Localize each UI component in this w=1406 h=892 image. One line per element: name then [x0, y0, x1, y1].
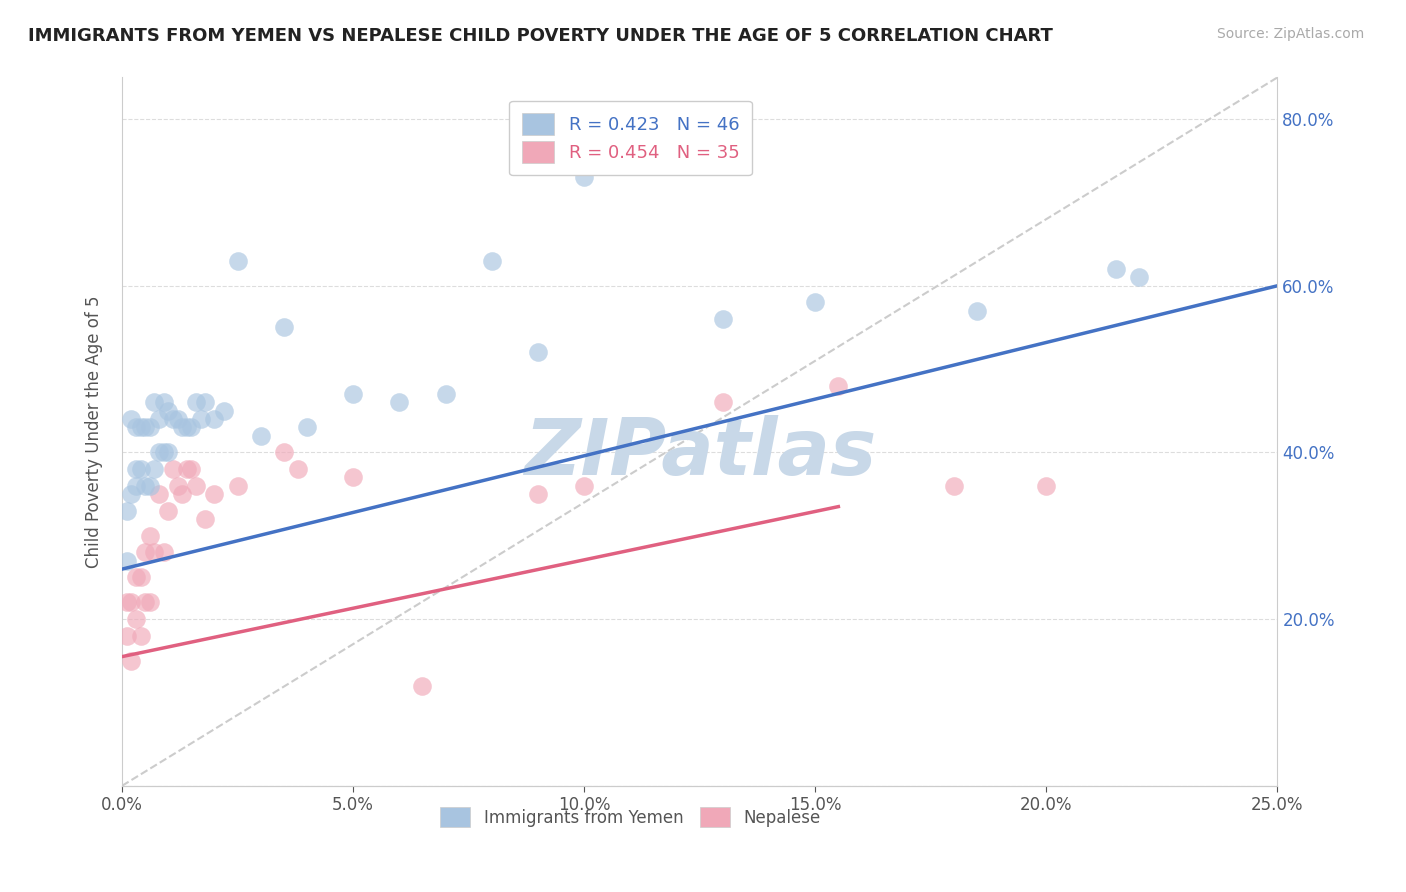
Point — [1104, 262, 1126, 277]
Point — [287, 462, 309, 476]
Point — [388, 395, 411, 409]
Point — [152, 545, 174, 559]
Point — [162, 462, 184, 476]
Point — [942, 479, 965, 493]
Point — [129, 570, 152, 584]
Point — [295, 420, 318, 434]
Point — [148, 445, 170, 459]
Point — [711, 312, 734, 326]
Point — [152, 445, 174, 459]
Point — [166, 412, 188, 426]
Point — [226, 479, 249, 493]
Point — [481, 253, 503, 268]
Point — [226, 253, 249, 268]
Point — [342, 387, 364, 401]
Point — [134, 479, 156, 493]
Point — [129, 462, 152, 476]
Point — [139, 420, 162, 434]
Point — [527, 487, 550, 501]
Point — [527, 345, 550, 359]
Point — [194, 395, 217, 409]
Point — [1035, 479, 1057, 493]
Point — [804, 295, 827, 310]
Point — [134, 420, 156, 434]
Point — [172, 487, 194, 501]
Point — [176, 462, 198, 476]
Point — [184, 395, 207, 409]
Point — [139, 479, 162, 493]
Point — [115, 629, 138, 643]
Point — [143, 462, 166, 476]
Point — [172, 420, 194, 434]
Point — [273, 445, 295, 459]
Point — [1128, 270, 1150, 285]
Point — [125, 570, 148, 584]
Point — [148, 487, 170, 501]
Point — [572, 170, 595, 185]
Text: IMMIGRANTS FROM YEMEN VS NEPALESE CHILD POVERTY UNDER THE AGE OF 5 CORRELATION C: IMMIGRANTS FROM YEMEN VS NEPALESE CHILD … — [28, 27, 1053, 45]
Point — [176, 420, 198, 434]
Point — [143, 545, 166, 559]
Point — [115, 595, 138, 609]
Point — [180, 462, 202, 476]
Point — [273, 320, 295, 334]
Point — [129, 420, 152, 434]
Point — [134, 595, 156, 609]
Point — [139, 529, 162, 543]
Point — [157, 504, 180, 518]
Point — [249, 429, 271, 443]
Point — [139, 595, 162, 609]
Point — [190, 412, 212, 426]
Point — [184, 479, 207, 493]
Point — [152, 395, 174, 409]
Point — [194, 512, 217, 526]
Point — [115, 554, 138, 568]
Point — [115, 504, 138, 518]
Point — [129, 629, 152, 643]
Point — [143, 395, 166, 409]
Y-axis label: Child Poverty Under the Age of 5: Child Poverty Under the Age of 5 — [86, 295, 103, 568]
Point — [148, 412, 170, 426]
Point — [166, 479, 188, 493]
Point — [204, 487, 226, 501]
Point — [180, 420, 202, 434]
Point — [125, 420, 148, 434]
Point — [966, 303, 988, 318]
Point — [711, 395, 734, 409]
Point — [125, 462, 148, 476]
Point — [342, 470, 364, 484]
Text: ZIPatlas: ZIPatlas — [523, 415, 876, 491]
Point — [134, 545, 156, 559]
Text: Source: ZipAtlas.com: Source: ZipAtlas.com — [1216, 27, 1364, 41]
Point — [212, 404, 235, 418]
Point — [120, 412, 142, 426]
Point — [120, 654, 142, 668]
Point — [434, 387, 457, 401]
Legend: Immigrants from Yemen, Nepalese: Immigrants from Yemen, Nepalese — [433, 800, 827, 834]
Point — [125, 612, 148, 626]
Point — [411, 679, 433, 693]
Point — [157, 404, 180, 418]
Point — [572, 479, 595, 493]
Point — [204, 412, 226, 426]
Point — [157, 445, 180, 459]
Point — [120, 487, 142, 501]
Point — [125, 479, 148, 493]
Point — [162, 412, 184, 426]
Point — [827, 378, 849, 392]
Point — [120, 595, 142, 609]
